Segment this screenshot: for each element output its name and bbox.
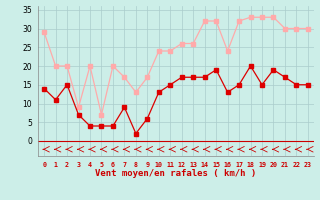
X-axis label: Vent moyen/en rafales ( km/h ): Vent moyen/en rafales ( km/h ) bbox=[95, 169, 257, 178]
